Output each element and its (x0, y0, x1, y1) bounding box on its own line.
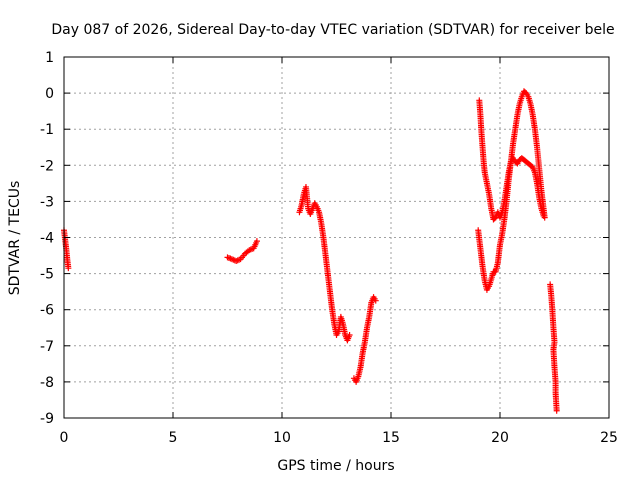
data-point (234, 257, 241, 264)
y-tick-label: -5 (40, 267, 54, 283)
y-tick-label: -4 (40, 231, 54, 247)
y-tick-label: -1 (40, 122, 54, 138)
x-tick-label: 5 (169, 430, 178, 446)
y-tick-label: -9 (40, 411, 54, 427)
grid (64, 57, 609, 418)
y-tick-label: -8 (40, 375, 54, 391)
x-axis-label: GPS time / hours (277, 458, 394, 474)
chart-title: Day 087 of 2026, Sidereal Day-to-day VTE… (51, 22, 614, 38)
data-point (553, 407, 560, 414)
y-tick-label: -2 (40, 158, 54, 174)
x-tick-label: 10 (273, 430, 291, 446)
data-points (61, 88, 560, 414)
data-point (541, 214, 548, 221)
x-tick-label: 0 (60, 430, 69, 446)
y-axis-label: SDTVAR / TECUs (7, 181, 23, 296)
y-tick-label: 0 (45, 86, 54, 102)
x-tick-label: 15 (382, 430, 400, 446)
data-point (346, 331, 353, 338)
x-tick-label: 20 (491, 430, 509, 446)
y-tick-label: -6 (40, 303, 54, 319)
data-point (372, 297, 379, 304)
x-tick-label: 25 (600, 430, 618, 446)
y-tick-label: -3 (40, 194, 54, 210)
y-tick-label: 1 (45, 50, 54, 66)
data-point (65, 265, 72, 272)
y-tick-label: -7 (40, 339, 54, 355)
data-point (253, 238, 260, 245)
